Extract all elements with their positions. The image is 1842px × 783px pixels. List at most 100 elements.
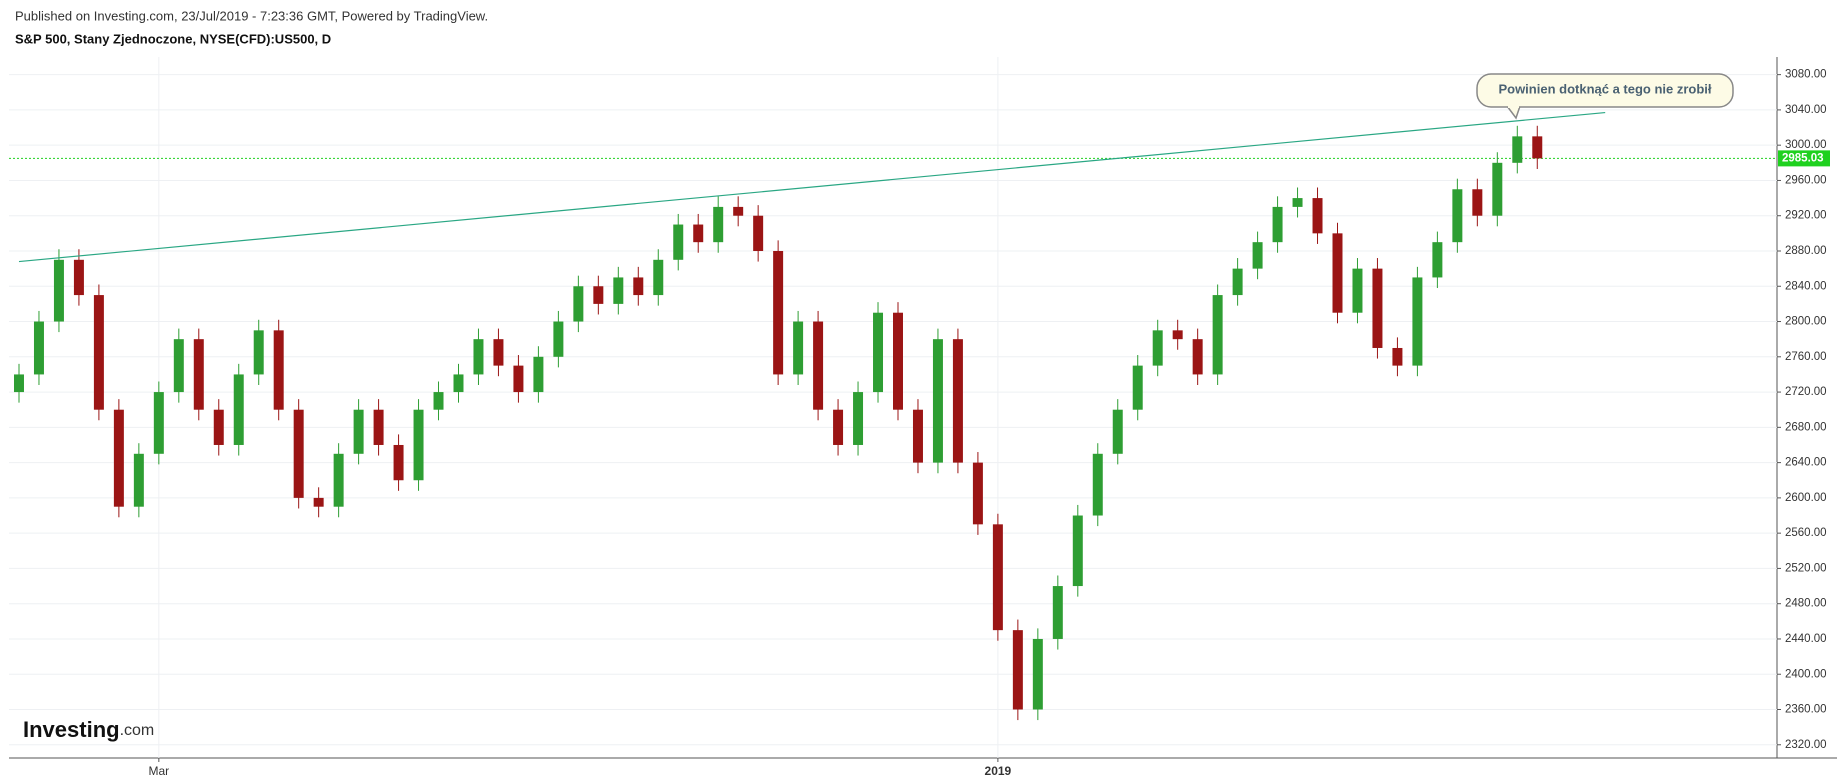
callout-pointer: [1506, 105, 1521, 120]
y-tick-label: 3080.00: [1785, 69, 1827, 81]
candle-body: [1212, 295, 1223, 375]
candle-body: [932, 339, 943, 463]
candle-body: [1272, 206, 1283, 243]
candle-body: [992, 524, 1003, 631]
y-tick-label: 3000.00: [1785, 139, 1827, 151]
candle-body: [533, 356, 544, 393]
candle-body: [33, 321, 44, 375]
candle-body: [1472, 189, 1483, 216]
y-tick-label: 2320.00: [1785, 739, 1827, 751]
y-tick-label: 2840.00: [1785, 280, 1827, 292]
candle-body: [952, 339, 963, 463]
y-tick-label: 2640.00: [1785, 457, 1827, 469]
candle-body: [693, 224, 704, 243]
candle-body: [633, 277, 644, 296]
candle-body: [1172, 330, 1183, 340]
candle-body: [1092, 453, 1103, 516]
candle-body: [1252, 242, 1263, 269]
y-tick-label: 2440.00: [1785, 633, 1827, 645]
candle-body: [113, 409, 124, 507]
candle-body: [93, 295, 104, 410]
y-tick-label: 2680.00: [1785, 421, 1827, 433]
trendline: [18, 111, 1606, 263]
callout-box: [1476, 73, 1734, 108]
candle-body: [1052, 586, 1063, 639]
candle-body: [793, 321, 804, 375]
candle-body: [513, 365, 524, 393]
y-tick-label: 2960.00: [1785, 174, 1827, 186]
candle-body: [613, 277, 624, 304]
candle-body: [53, 259, 64, 322]
last-price-label: 2985.03: [1782, 152, 1824, 164]
candle-body: [873, 312, 884, 393]
candle-body: [1152, 330, 1163, 366]
candle-body: [453, 374, 464, 393]
candle-body: [1312, 198, 1323, 234]
candle-body: [13, 374, 24, 393]
candle-body: [553, 321, 564, 357]
candle-body: [413, 409, 424, 481]
candle-body: [893, 312, 903, 410]
y-tick-label: 2800.00: [1785, 316, 1827, 328]
candle-body: [713, 206, 724, 243]
candle-body: [313, 497, 324, 507]
y-tick-label: 2920.00: [1785, 210, 1827, 222]
candle-body: [373, 409, 384, 445]
candle-body: [153, 392, 164, 454]
candle-body: [433, 392, 444, 410]
y-tick-label: 2360.00: [1785, 704, 1827, 716]
candle-body: [753, 215, 764, 251]
candle-body: [813, 321, 824, 410]
candle-body: [1352, 268, 1363, 313]
y-tick-label: 2880.00: [1785, 245, 1827, 257]
logo-brand: Investing: [23, 717, 120, 742]
candle-body: [1392, 347, 1403, 366]
candle-body: [293, 409, 304, 498]
candle-body: [1452, 189, 1463, 243]
candle-body: [1072, 515, 1083, 587]
candle-body: [353, 409, 364, 454]
x-tick-label: Mar: [148, 764, 169, 778]
candle-body: [193, 339, 204, 410]
logo: Investing.com: [23, 717, 154, 742]
candle-body: [253, 330, 264, 375]
candle-body: [233, 374, 244, 445]
candle-body: [173, 339, 184, 393]
y-tick-label: 2400.00: [1785, 668, 1827, 680]
annotation: Powinien dotknąć a tego nie zrobił: [1498, 81, 1711, 96]
candle-body: [1372, 268, 1383, 348]
candle-body: [593, 286, 604, 304]
chart-title: S&P 500, Stany Zjednoczone, NYSE(CFD):US…: [15, 31, 331, 46]
candle-body: [1412, 277, 1423, 366]
y-tick-label: 2480.00: [1785, 598, 1827, 610]
candle-body: [73, 259, 84, 296]
y-tick-label: 2720.00: [1785, 386, 1827, 398]
callout-patch: [1508, 104, 1519, 108]
y-tick-label: 2520.00: [1785, 562, 1827, 574]
y-tick-label: 3040.00: [1785, 104, 1827, 116]
published-note: Published on Investing.com, 23/Jul/2019 …: [15, 8, 488, 23]
candle-body: [912, 409, 923, 463]
candle-body: [1432, 242, 1443, 278]
logo-suffix: .com: [120, 722, 155, 739]
candle-body: [653, 259, 664, 296]
candle-body: [773, 250, 784, 375]
candle-body: [1192, 339, 1203, 375]
candle-body: [1292, 198, 1303, 207]
x-tick-label: 2019: [985, 764, 1012, 778]
candle-body: [1492, 162, 1503, 216]
candle-body: [333, 453, 344, 507]
candle-body: [1332, 233, 1343, 313]
candle-body: [833, 409, 844, 445]
candle-body: [493, 339, 504, 366]
y-tick-label: 2760.00: [1785, 351, 1827, 363]
candle-body: [1232, 268, 1243, 296]
candle-body: [733, 206, 744, 216]
y-tick-label: 2600.00: [1785, 492, 1827, 504]
candle-body: [1132, 365, 1143, 410]
candle-body: [1012, 630, 1023, 710]
y-tick-label: 2560.00: [1785, 527, 1827, 539]
candle-body: [133, 453, 144, 507]
candle-body: [393, 444, 404, 481]
candle-body: [853, 392, 864, 445]
